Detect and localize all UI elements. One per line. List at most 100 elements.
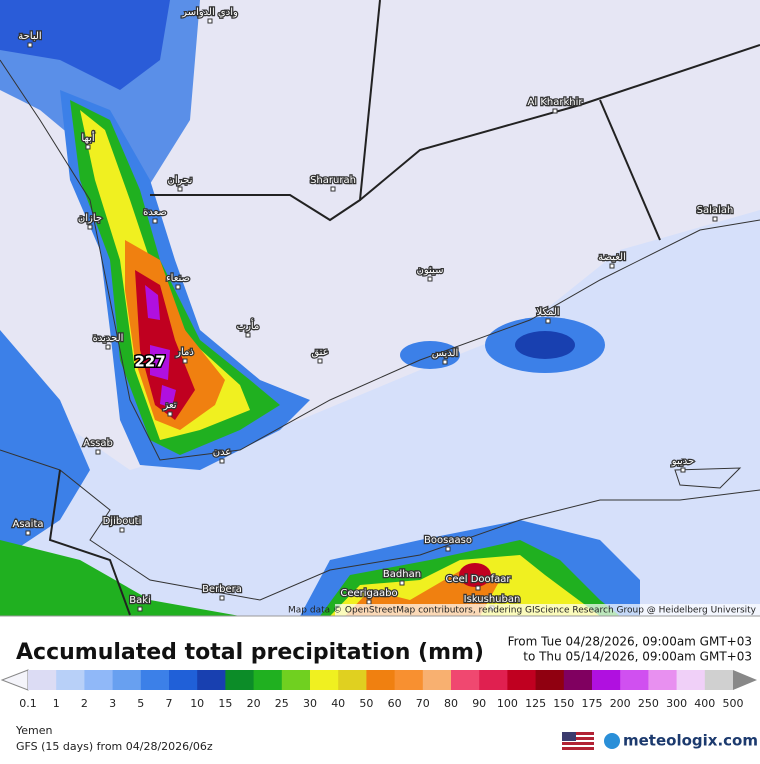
place-dot (85, 144, 91, 150)
place-dot (175, 284, 181, 290)
place-label: الغيضة (598, 252, 626, 263)
place-label: الحديدة (93, 333, 124, 344)
legend-label: 175 (582, 697, 603, 710)
legend-swatch (197, 670, 226, 690)
place-label: Boosaaso (424, 535, 472, 546)
place-label: مأرب (237, 318, 260, 332)
place-label: Iskushuban (464, 594, 521, 605)
place-label: نجران (168, 175, 193, 186)
place-label: وادي الدواسر (181, 7, 238, 18)
place-label: المكلا (536, 307, 559, 318)
legend-swatch (563, 670, 593, 690)
place-label: Ceel Doofaar (445, 574, 511, 585)
legend-label: 300 (666, 697, 687, 710)
place-dot (245, 332, 251, 338)
legend-swatch (253, 670, 283, 690)
place-dot (95, 449, 101, 455)
precip-purple (145, 285, 176, 408)
legend-swatch (112, 670, 142, 690)
place-label: عدن (213, 447, 232, 458)
place-label: ذمار (175, 347, 194, 358)
place-dot (219, 458, 225, 464)
precip-yellow (80, 110, 250, 440)
place-dot (545, 318, 551, 324)
legend-swatch (451, 670, 480, 690)
legend-label: 0.1 (19, 697, 37, 710)
place-label: صنعاء (166, 273, 190, 284)
border (48, 469, 131, 616)
place-dot (475, 585, 481, 591)
legend-label: 60 (388, 697, 402, 710)
place-dot (317, 358, 323, 364)
place-label: الباحة (18, 31, 41, 42)
model-run: GFS (15 days) from 04/28/2026/06z (16, 740, 213, 753)
legend-swatch (592, 670, 621, 690)
attribution-bg (335, 604, 760, 616)
title: Accumulated total precipitation (mm) (16, 640, 484, 665)
place-dot (712, 216, 718, 222)
place-dot (137, 606, 143, 612)
flag (562, 732, 594, 750)
place-label: Al Kharkhir (528, 97, 584, 108)
place-label: Badhan (383, 569, 421, 580)
precip-blue (0, 330, 90, 560)
place-dot (167, 411, 173, 417)
legend-label: 20 (247, 697, 261, 710)
date-to: to Thu 05/14/2026, 09:00am GMT+03 (523, 650, 752, 664)
place-label: صعدة (143, 207, 167, 218)
legend-label: 400 (694, 697, 715, 710)
max-label: 227 (134, 353, 165, 371)
place-label: Baki (129, 595, 151, 606)
border (150, 0, 381, 222)
place-dot (27, 42, 33, 48)
place-dot (366, 599, 372, 605)
precip-light (0, 210, 760, 616)
legend-swatch (310, 670, 339, 690)
legend-label: 70 (416, 697, 430, 710)
place-label: Ceerigaabo (340, 588, 397, 599)
legend-label: 2 (81, 697, 88, 710)
legend-swatch (535, 670, 565, 690)
legend-swatch (140, 670, 170, 690)
place-dot (87, 224, 93, 230)
place-label: أبها (81, 131, 94, 144)
legend-label: 125 (525, 697, 546, 710)
legend-swatch (28, 670, 57, 690)
precip-dark (0, 0, 170, 90)
place-label: Salalah (697, 205, 734, 216)
border (359, 44, 760, 201)
place-dot (207, 18, 213, 24)
legend-swatch (225, 670, 255, 690)
region: Yemen (15, 724, 53, 737)
legend-swatch (366, 670, 396, 690)
place-dot (330, 186, 336, 192)
legend-label: 40 (331, 697, 345, 710)
legend-label: 250 (638, 697, 659, 710)
place-dot (399, 580, 405, 586)
legend-label: 200 (610, 697, 631, 710)
legend-arrow-low (0, 669, 29, 691)
place-label: حديبو (671, 456, 694, 467)
brand: meteologix.com (623, 732, 758, 750)
place-label: سيئون (417, 265, 444, 276)
border (599, 99, 661, 241)
coastline (0, 59, 760, 461)
place-dot (552, 108, 558, 114)
legend-swatch (338, 670, 367, 690)
logo-icon (604, 733, 620, 749)
attribution: Map data © OpenStreetMap contributors, r… (288, 606, 757, 616)
legend-swatch (648, 670, 678, 690)
legend-swatch (394, 670, 424, 690)
legend-swatch (169, 670, 198, 690)
place-label: تعز (162, 400, 176, 411)
legend-label: 25 (275, 697, 289, 710)
place-dot (680, 467, 686, 473)
legend-label: 80 (444, 697, 458, 710)
legend-label: 90 (472, 697, 486, 710)
place-dot (177, 186, 183, 192)
place-label: جازان (78, 213, 102, 224)
legend-label: 5 (137, 697, 144, 710)
legend-swatch (84, 670, 114, 690)
